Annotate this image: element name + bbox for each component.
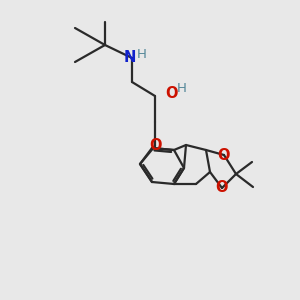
- Text: O: O: [166, 85, 178, 100]
- Text: O: O: [149, 139, 161, 154]
- Text: H: H: [137, 47, 147, 61]
- Text: O: O: [216, 181, 228, 196]
- Text: O: O: [218, 148, 230, 163]
- Text: N: N: [124, 50, 136, 65]
- Text: H: H: [177, 82, 187, 94]
